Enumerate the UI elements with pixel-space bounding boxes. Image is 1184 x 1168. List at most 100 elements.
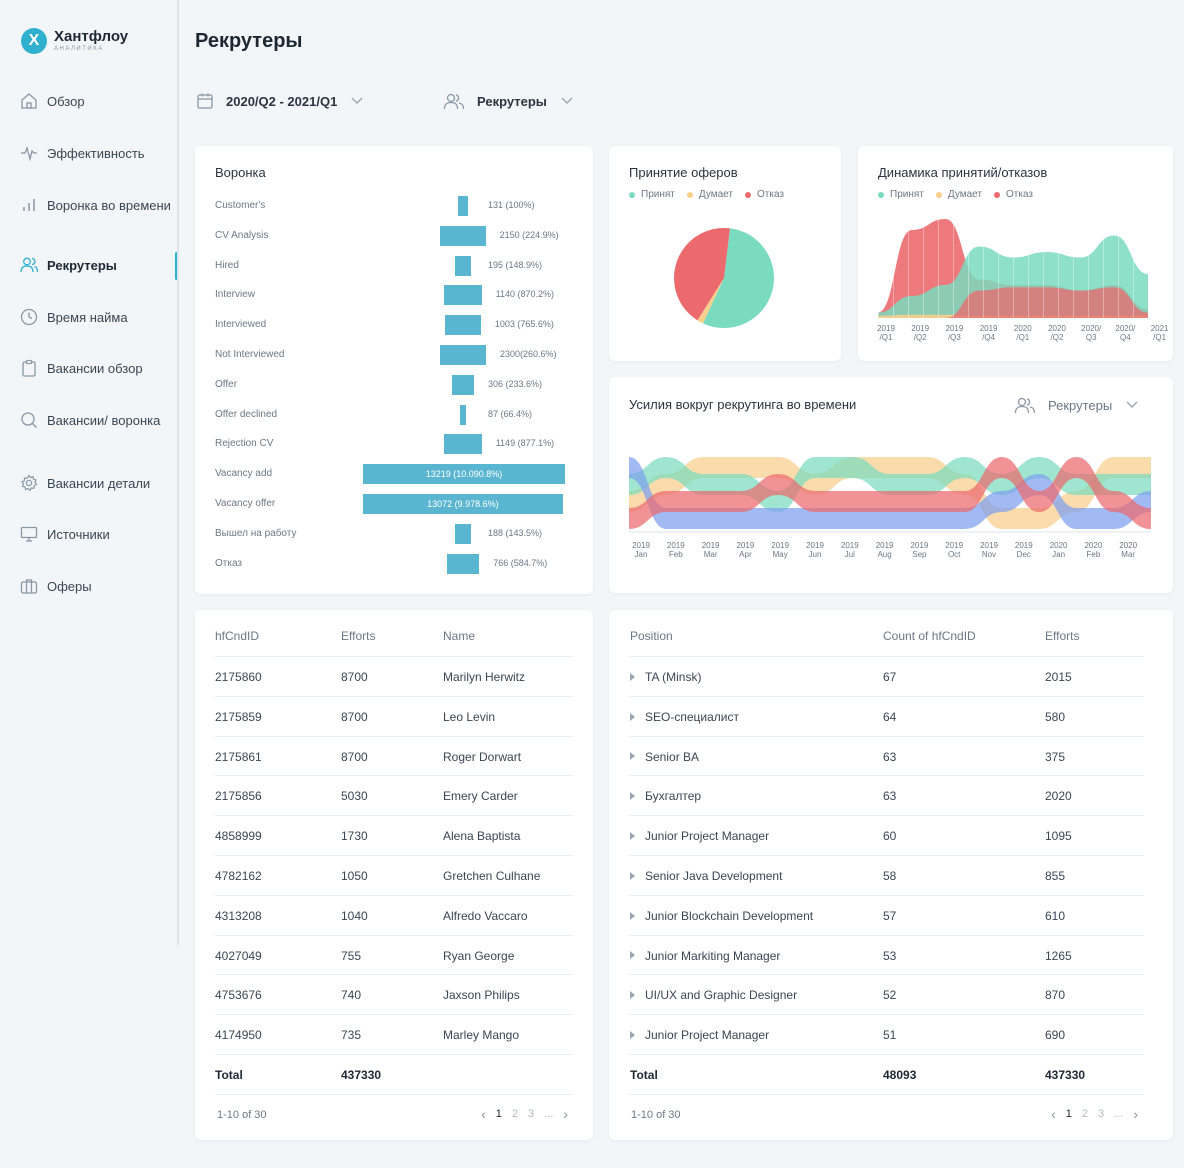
funnel-bar[interactable]	[444, 285, 482, 306]
table-row[interactable]: Бухгалтер 63 2020	[629, 775, 1144, 815]
funnel-row: Вышел на работу 188 (143.5%)	[195, 523, 591, 544]
column-header[interactable]: Efforts	[341, 629, 376, 643]
funnel-bar[interactable]	[440, 345, 486, 365]
table-row[interactable]: 4174950 735 Marley Mango	[215, 1014, 573, 1054]
funnel-bar[interactable]: 13219 (10.090.8%)	[363, 464, 565, 485]
funnel-bar[interactable]	[455, 255, 471, 276]
funnel-bar[interactable]	[446, 553, 480, 574]
expand-caret-icon[interactable]	[630, 1031, 635, 1040]
funnel-label: Vacancy offer	[215, 498, 276, 509]
stream-series-3[interactable]	[629, 457, 1151, 529]
sidebar-item-4[interactable]: Время найма	[20, 308, 175, 326]
sidebar-item-2[interactable]: Воронка во времени	[20, 196, 175, 214]
funnel-bar[interactable]	[452, 374, 474, 395]
table-row[interactable]: 4753676 740 Jaxson Philips	[215, 974, 573, 1014]
sidebar-item-label: Вакансии обзор	[47, 361, 143, 376]
sidebar-item-6[interactable]: Вакансии/ воронка	[20, 411, 175, 429]
sidebar-item-8[interactable]: Источники	[20, 525, 175, 543]
page-link[interactable]: 1	[495, 1108, 502, 1120]
page-link[interactable]: 1	[1065, 1108, 1072, 1120]
column-header[interactable]: Position	[630, 629, 673, 643]
expand-caret-icon[interactable]	[630, 991, 635, 1000]
page-link[interactable]: ...	[544, 1108, 554, 1120]
pie-slice-Отказ[interactable]	[674, 228, 730, 321]
column-header[interactable]: hfCndID	[215, 629, 260, 643]
funnel-bar[interactable]: 13072 (9.978.6%)	[363, 494, 563, 514]
search-icon	[21, 412, 37, 428]
table-row[interactable]: Junior Project Manager 60 1095	[629, 815, 1144, 855]
sidebar-item-1[interactable]: Эффективность	[20, 144, 175, 162]
funnel-bar[interactable]	[457, 196, 469, 216]
funnel-bar[interactable]	[455, 523, 471, 544]
pie-slice-Думает[interactable]	[697, 278, 724, 324]
stripe	[953, 206, 954, 318]
page-link[interactable]: 3	[1098, 1108, 1105, 1120]
funnel-value: 195 (148.9%)	[488, 259, 543, 270]
funnel-label: Hired	[215, 259, 239, 271]
table-row[interactable]: Junior Markiting Manager 53 1265	[629, 934, 1144, 975]
table-row[interactable]: TA (Minsk) 67 2015	[629, 656, 1144, 696]
page-link[interactable]: ...	[1114, 1108, 1124, 1120]
table-row[interactable]: 2175859 8700 Leo Levin	[215, 695, 573, 736]
table-row[interactable]: 4313208 1040 Alfredo Vaccaro	[215, 894, 573, 935]
expand-caret-icon[interactable]	[630, 752, 635, 761]
chevron-down-icon	[561, 97, 573, 104]
sidebar-item-7[interactable]: Вакансии детали	[20, 474, 175, 492]
clipboard-icon	[22, 359, 36, 377]
table-cell: 855	[1045, 869, 1066, 883]
funnel-bar[interactable]	[440, 225, 486, 246]
stream-series-0[interactable]	[629, 457, 1151, 529]
funnel-bar[interactable]	[445, 315, 481, 336]
table-row[interactable]: 2175856 5030 Emery Carder	[215, 775, 573, 815]
prev-page-icon[interactable]: ‹	[1051, 1106, 1056, 1122]
next-page-icon[interactable]: ›	[1133, 1106, 1138, 1122]
period-filter[interactable]: 2020/Q2 - 2021/Q1	[196, 92, 363, 110]
page-link[interactable]: 2	[511, 1108, 519, 1120]
expand-caret-icon[interactable]	[630, 832, 635, 841]
funnel-bar[interactable]	[444, 434, 482, 455]
table-row[interactable]: SEO-специалист 64 580	[629, 695, 1144, 736]
expand-caret-icon[interactable]	[630, 911, 635, 920]
table-row[interactable]: Senior BA 63 375	[629, 735, 1144, 776]
table-row[interactable]: Junior Project Manager 51 690	[629, 1014, 1144, 1054]
table-cell: 2175860	[215, 670, 262, 684]
table-cell: 63	[883, 749, 897, 764]
expand-caret-icon[interactable]	[630, 672, 635, 681]
candidates-table-card: hfCndID Efforts Name 2175860 8700 Marilyn Her…	[195, 610, 593, 1140]
table-cell: Ryan George	[443, 948, 515, 963]
table-row[interactable]: 4858999 1730 Alena Baptista	[215, 815, 573, 855]
column-header[interactable]: Count of hfCndID	[883, 629, 976, 643]
expand-caret-icon[interactable]	[630, 792, 635, 801]
page-link[interactable]: 2	[1081, 1108, 1089, 1120]
sidebar-item-0[interactable]: Обзор	[20, 92, 175, 110]
expand-caret-icon[interactable]	[630, 712, 635, 721]
table-row[interactable]: Senior Java Development 58 855	[629, 855, 1144, 895]
table-row[interactable]: 2175860 8700 Marilyn Herwitz	[215, 656, 573, 696]
sidebar-item-3[interactable]: Рекрутеры	[20, 256, 175, 274]
table-cell: 4174950	[215, 1028, 262, 1043]
pie-slice-Принят[interactable]	[702, 228, 774, 328]
table-row[interactable]: 4027049 755 Ryan George	[215, 934, 573, 975]
app-logo[interactable]: X Хантфлоу АНАЛИТИКА	[21, 28, 128, 54]
column-header[interactable]: Efforts	[1045, 629, 1080, 643]
briefcase-icon	[20, 579, 38, 594]
funnel-value: 306 (233.6%)	[488, 378, 543, 389]
table-row[interactable]: UI/UX and Graphic Designer 52 870	[629, 974, 1144, 1014]
efforts-recruiters-filter[interactable]: Рекрутеры	[1014, 396, 1138, 414]
expand-caret-icon[interactable]	[630, 871, 635, 880]
sidebar-item-5[interactable]: Вакансии обзор	[20, 359, 175, 377]
expand-caret-icon[interactable]	[630, 951, 635, 960]
table-cell: 51	[883, 1028, 897, 1043]
recruiters-filter[interactable]: Рекрутеры	[443, 92, 573, 110]
table-row[interactable]: 4782162 1050 Gretchen Culhane	[215, 855, 573, 895]
column-header[interactable]: Name	[443, 629, 476, 643]
table-row[interactable]: 2175861 8700 Roger Dorwart	[215, 735, 573, 776]
table-cell: Jaxson Philips	[443, 988, 520, 1003]
sidebar-item-9[interactable]: Оферы	[20, 577, 175, 595]
prev-page-icon[interactable]: ‹	[481, 1106, 486, 1122]
funnel-bar[interactable]	[460, 404, 466, 425]
table-row[interactable]: Junior Blockchain Development 57 610	[629, 894, 1144, 935]
next-page-icon[interactable]: ›	[563, 1106, 568, 1122]
stream-series-2[interactable]	[629, 457, 1151, 529]
page-link[interactable]: 3	[528, 1108, 535, 1120]
